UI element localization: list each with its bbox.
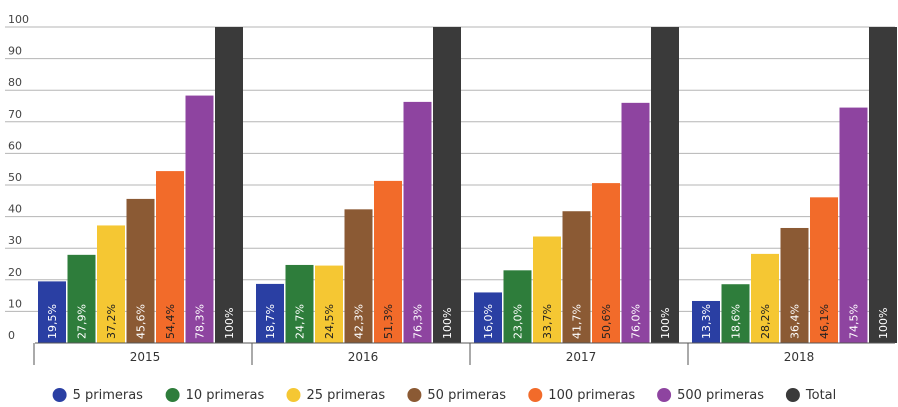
bar-value-label: 100% bbox=[223, 308, 236, 339]
bar-value-label: 16,0% bbox=[482, 304, 495, 339]
bar-value-label: 74,5% bbox=[848, 304, 861, 339]
bar-value-label: 76,3% bbox=[412, 304, 425, 339]
bar-value-label: 54,4% bbox=[164, 304, 177, 339]
bar bbox=[839, 107, 868, 343]
bar-value-label: 27,9% bbox=[76, 304, 89, 339]
bar bbox=[751, 253, 779, 343]
bar-value-label: 37,2% bbox=[105, 304, 118, 339]
bar bbox=[810, 197, 838, 343]
y-tick-label: 40 bbox=[8, 203, 22, 216]
legend-label: Total bbox=[805, 388, 836, 403]
x-tick-label: 2015 bbox=[130, 350, 161, 364]
bar bbox=[621, 102, 650, 343]
x-tick-label: 2016 bbox=[348, 350, 379, 364]
x-tick-label: 2018 bbox=[784, 350, 815, 364]
bar bbox=[97, 225, 125, 343]
bar bbox=[503, 270, 532, 343]
bar bbox=[692, 300, 720, 343]
bar-value-label: 41,7% bbox=[571, 304, 584, 339]
y-tick-label: 90 bbox=[8, 45, 22, 58]
legend-swatch bbox=[165, 388, 180, 402]
bar-value-label: 46,1% bbox=[818, 304, 831, 339]
y-tick-label: 100 bbox=[8, 13, 29, 26]
bar-value-label: 24,7% bbox=[294, 304, 307, 339]
bar bbox=[156, 171, 184, 343]
bar bbox=[403, 101, 432, 343]
bar-value-label: 45,6% bbox=[135, 304, 148, 339]
legend-label: 10 primeras bbox=[186, 388, 265, 403]
bar-value-label: 18,6% bbox=[730, 304, 743, 339]
legend-label: 500 primeras bbox=[677, 388, 764, 403]
bar-value-label: 100% bbox=[659, 308, 672, 339]
bar-value-label: 100% bbox=[441, 308, 454, 339]
bar-value-label: 13,3% bbox=[700, 304, 713, 339]
legend-item: 5 primeras bbox=[52, 388, 144, 403]
bar-value-label: 33,7% bbox=[541, 304, 554, 339]
bar-value-label: 23,0% bbox=[512, 304, 525, 339]
bar-value-label: 76,0% bbox=[630, 304, 643, 339]
legend-item: 10 primeras bbox=[165, 388, 265, 403]
y-tick-label: 50 bbox=[8, 171, 22, 184]
y-tick-label: 60 bbox=[8, 139, 22, 152]
bar bbox=[651, 27, 679, 343]
legend-item: 50 primeras bbox=[407, 388, 506, 403]
legend-label: 5 primeras bbox=[73, 388, 144, 403]
y-tick-label: 80 bbox=[8, 76, 22, 89]
bar-value-label: 42,3% bbox=[353, 304, 366, 339]
legend: 5 primeras 10 primeras 25 primeras 50 prime… bbox=[52, 388, 836, 403]
bar bbox=[38, 281, 66, 343]
bar bbox=[374, 180, 402, 343]
y-tick-label: 10 bbox=[8, 297, 22, 310]
legend-swatch bbox=[785, 388, 800, 402]
bar-value-label: 100% bbox=[877, 308, 890, 339]
legend-swatch bbox=[286, 388, 301, 402]
legend-label: 50 primeras bbox=[427, 388, 506, 403]
y-tick-label: 70 bbox=[8, 108, 22, 121]
bar bbox=[344, 209, 373, 343]
bar-value-label: 28,2% bbox=[759, 304, 772, 339]
bar bbox=[285, 264, 314, 343]
legend-item: 100 primeras bbox=[528, 388, 635, 403]
bar-value-label: 50,6% bbox=[600, 304, 613, 339]
bar-value-label: 78,3% bbox=[194, 304, 207, 339]
bar bbox=[215, 27, 243, 343]
bar bbox=[185, 95, 214, 344]
bar bbox=[67, 254, 96, 343]
bar bbox=[562, 211, 591, 343]
bar bbox=[533, 236, 561, 343]
y-tick-label: 0 bbox=[8, 329, 15, 342]
legend-swatch bbox=[657, 388, 672, 402]
bar bbox=[869, 27, 897, 343]
axis-layer: 0 10 20 30 40 50 60 70 80 90 100 2015 2016 2017 2018 bbox=[8, 13, 895, 365]
bar bbox=[780, 227, 809, 343]
y-tick-label: 30 bbox=[8, 234, 22, 247]
bar-layer: 19,5% 27,9% 37,2% 45,6% 54,4% 78,3% 100% 18,7% 2… bbox=[38, 27, 897, 344]
bar-value-label: 19,5% bbox=[46, 304, 59, 339]
legend-swatch bbox=[52, 388, 67, 402]
bar bbox=[474, 292, 502, 343]
bar bbox=[256, 283, 284, 343]
bar bbox=[315, 265, 343, 343]
y-tick-label: 20 bbox=[8, 266, 22, 279]
bar bbox=[721, 284, 750, 343]
bar-value-label: 18,7% bbox=[264, 304, 277, 339]
legend-item: 500 primeras bbox=[657, 388, 764, 403]
bar-value-label: 24,5% bbox=[323, 304, 336, 339]
bar bbox=[126, 198, 155, 343]
x-tick-label: 2017 bbox=[566, 350, 597, 364]
legend-label: 100 primeras bbox=[548, 388, 635, 403]
bar bbox=[592, 183, 620, 343]
bar-value-label: 36,4% bbox=[789, 304, 802, 339]
legend-swatch bbox=[528, 388, 543, 402]
legend-label: 25 primeras bbox=[307, 388, 386, 403]
bar bbox=[433, 27, 461, 343]
legend-swatch bbox=[407, 388, 422, 402]
legend-item: 25 primeras bbox=[286, 388, 386, 403]
legend-item: Total bbox=[785, 388, 836, 403]
bar-value-label: 51,3% bbox=[382, 304, 395, 339]
